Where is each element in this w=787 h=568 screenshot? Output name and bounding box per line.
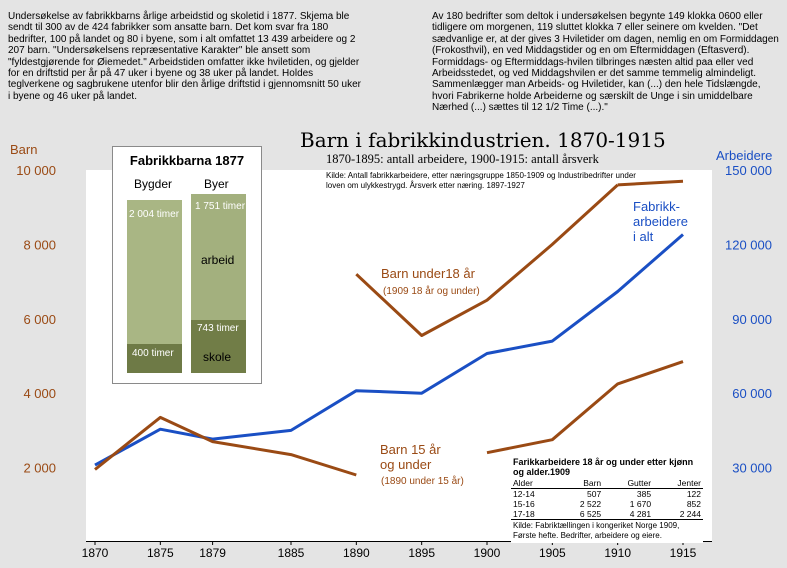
right-tick-label: 30 000	[732, 461, 772, 476]
x-tick-label: 1879	[199, 546, 226, 560]
table-cell: 852	[686, 499, 701, 509]
x-tick-label: 1895	[408, 546, 435, 560]
summary-table: Farikkarbeidere 18 år og under etter kjø…	[511, 455, 703, 543]
bygder-arbeid-bar	[127, 200, 182, 345]
table-row: 15-16 2 522 1 670 852	[511, 499, 703, 509]
x-tick-label: 1905	[539, 546, 566, 560]
barn15-label-line1: Barn 15 år	[380, 442, 441, 457]
table-cell: 1 670	[629, 499, 652, 509]
left-tick-label: 4 000	[23, 386, 56, 401]
table-cell: 2 244	[653, 509, 703, 520]
right-tick-label: 120 000	[725, 237, 772, 252]
table-cell: 2 522	[579, 499, 602, 509]
series-line-barn	[355, 183, 619, 337]
arbeid-label: arbeid	[201, 253, 235, 267]
table-cell: 507	[586, 489, 602, 499]
table-source: Kilde: Fabriktællingen i kongeriket Norg…	[513, 521, 680, 540]
bygder-skole-bar	[127, 344, 182, 373]
x-tick-label: 1890	[343, 546, 370, 560]
right-axis-label: Arbeidere	[716, 148, 772, 163]
skole-label: skole	[203, 350, 232, 364]
table-cell: 6 525	[557, 509, 604, 520]
right-tick-label: 90 000	[732, 312, 772, 327]
series-line-barn	[617, 179, 684, 187]
table-cell: 12-14	[513, 489, 535, 499]
series-line-arbeidere	[94, 233, 684, 467]
table-header-cell: Gutter	[603, 478, 654, 489]
chart-title: Barn i fabrikkindustrien. 1870-1915	[300, 128, 666, 152]
intro-text-left: Undersøkelse av fabrikkbarns årlige arbe…	[8, 11, 361, 102]
barn18-sublabel: (1909 18 år og under)	[383, 285, 480, 297]
x-axis: 1870 1875 1879 1885 1890 1895 1900 1905 1910 1915	[82, 541, 712, 560]
intro-text-right: Av 180 bedrifter som deltok i undersøkel…	[432, 11, 779, 114]
bygder-header: Bygder	[134, 177, 173, 191]
table-title: Farikkarbeidere 18 år og under etter kjø…	[513, 457, 694, 477]
table-cell: 385	[636, 489, 652, 499]
right-y-axis: 30 000 60 000 90 000 120 000 150 000	[725, 163, 772, 476]
x-tick-label: 1910	[604, 546, 631, 560]
byer-arbeid-bar	[191, 193, 246, 320]
series-lines	[94, 179, 684, 477]
table-cell: 4 281	[603, 509, 654, 520]
x-tick-label: 1875	[147, 546, 174, 560]
left-tick-label: 8 000	[23, 237, 56, 252]
left-y-axis: 2 000 4 000 6 000 8 000 10 000	[16, 163, 56, 476]
arbeidere-label-line1: Fabrikk-	[633, 199, 680, 214]
barn18-label: Barn under18 år	[381, 266, 476, 281]
byer-arbeid-hours: 1 751 timer	[195, 201, 246, 212]
series-line-barn	[486, 360, 684, 455]
barn15-sublabel: (1890 under 15 år)	[381, 475, 464, 487]
right-tick-label: 60 000	[732, 386, 772, 401]
series-line-barn	[94, 415, 357, 477]
left-axis-label: Barn	[10, 142, 37, 157]
byer-skole-bar	[191, 319, 246, 373]
x-tick-label: 1870	[82, 546, 109, 560]
left-tick-label: 6 000	[23, 312, 56, 327]
table-row: 12-14 507 385 122	[511, 489, 703, 500]
table-grid: Alder Barn Gutter Jenter 12-14 507 385 1…	[511, 478, 703, 520]
chart-subtitle: 1870-1895: antall arbeidere, 1900-1915: …	[326, 152, 599, 166]
fabrikkbarna-title: Fabrikkbarna 1877	[129, 153, 245, 168]
table-cell: 15-16	[513, 499, 535, 509]
x-tick-label: 1915	[670, 546, 697, 560]
bygder-arbeid-hours: 2 004 timer	[129, 209, 180, 220]
table-header-cell: Alder	[511, 478, 558, 489]
left-tick-label: 10 000	[16, 163, 56, 178]
bygder-skole-hours: 400 timer	[132, 348, 174, 359]
chart-source: Kilde: Antall fabrikkarbeidere, etter næ…	[326, 171, 636, 190]
x-tick-label: 1900	[474, 546, 501, 560]
table-cell: 17-18	[511, 509, 558, 520]
byer-skole-hours: 743 timer	[197, 323, 239, 334]
x-tick-label: 1885	[278, 546, 305, 560]
fabrikkbarna-panel: Fabrikkbarna 1877 Bygder Byer 2 004 time…	[112, 146, 262, 384]
table-header-row: Alder Barn Gutter Jenter	[511, 478, 703, 489]
table-cell: 122	[686, 489, 701, 499]
right-tick-label: 150 000	[725, 163, 772, 178]
table-row: 17-18 6 525 4 281 2 244	[511, 509, 703, 520]
table-header-cell: Jenter	[653, 478, 703, 489]
barn15-label-line2: og under	[380, 457, 432, 472]
byer-header: Byer	[204, 177, 229, 191]
left-tick-label: 2 000	[23, 461, 56, 476]
table-header-cell: Barn	[557, 478, 604, 489]
arbeidere-label-line3: i alt	[633, 229, 654, 244]
arbeidere-label-line2: arbeidere	[633, 214, 688, 229]
